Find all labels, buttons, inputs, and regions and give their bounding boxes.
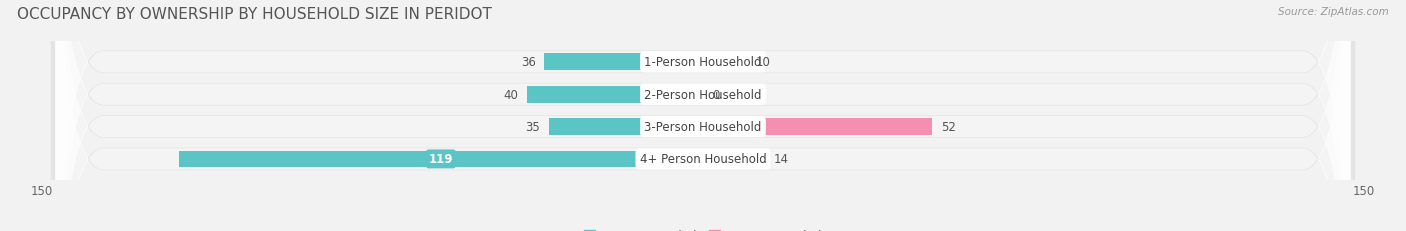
FancyBboxPatch shape [55, 0, 1351, 231]
Text: 10: 10 [756, 56, 770, 69]
Text: OCCUPANCY BY OWNERSHIP BY HOUSEHOLD SIZE IN PERIDOT: OCCUPANCY BY OWNERSHIP BY HOUSEHOLD SIZE… [17, 7, 492, 22]
Text: Source: ZipAtlas.com: Source: ZipAtlas.com [1278, 7, 1389, 17]
FancyBboxPatch shape [55, 0, 1351, 231]
Bar [703, 151, 765, 168]
FancyBboxPatch shape [51, 0, 1355, 231]
Text: 3-Person Household: 3-Person Household [644, 121, 762, 134]
FancyBboxPatch shape [51, 0, 1355, 231]
Text: 0: 0 [711, 88, 720, 101]
Text: 52: 52 [941, 121, 956, 134]
FancyBboxPatch shape [51, 0, 1355, 231]
FancyBboxPatch shape [51, 0, 1355, 231]
Bar [703, 54, 747, 71]
Text: 40: 40 [503, 88, 517, 101]
FancyBboxPatch shape [55, 0, 1351, 231]
Text: 35: 35 [526, 121, 540, 134]
Bar [544, 54, 703, 71]
Text: 4+ Person Household: 4+ Person Household [640, 153, 766, 166]
Text: 119: 119 [429, 153, 453, 166]
Text: 2-Person Household: 2-Person Household [644, 88, 762, 101]
Bar [179, 151, 703, 168]
Bar [548, 119, 703, 135]
Legend: Owner-occupied, Renter-occupied: Owner-occupied, Renter-occupied [579, 224, 827, 231]
Bar [703, 119, 932, 135]
Text: 14: 14 [773, 153, 789, 166]
Bar [527, 86, 703, 103]
FancyBboxPatch shape [55, 0, 1351, 231]
Text: 1-Person Household: 1-Person Household [644, 56, 762, 69]
Text: 36: 36 [520, 56, 536, 69]
